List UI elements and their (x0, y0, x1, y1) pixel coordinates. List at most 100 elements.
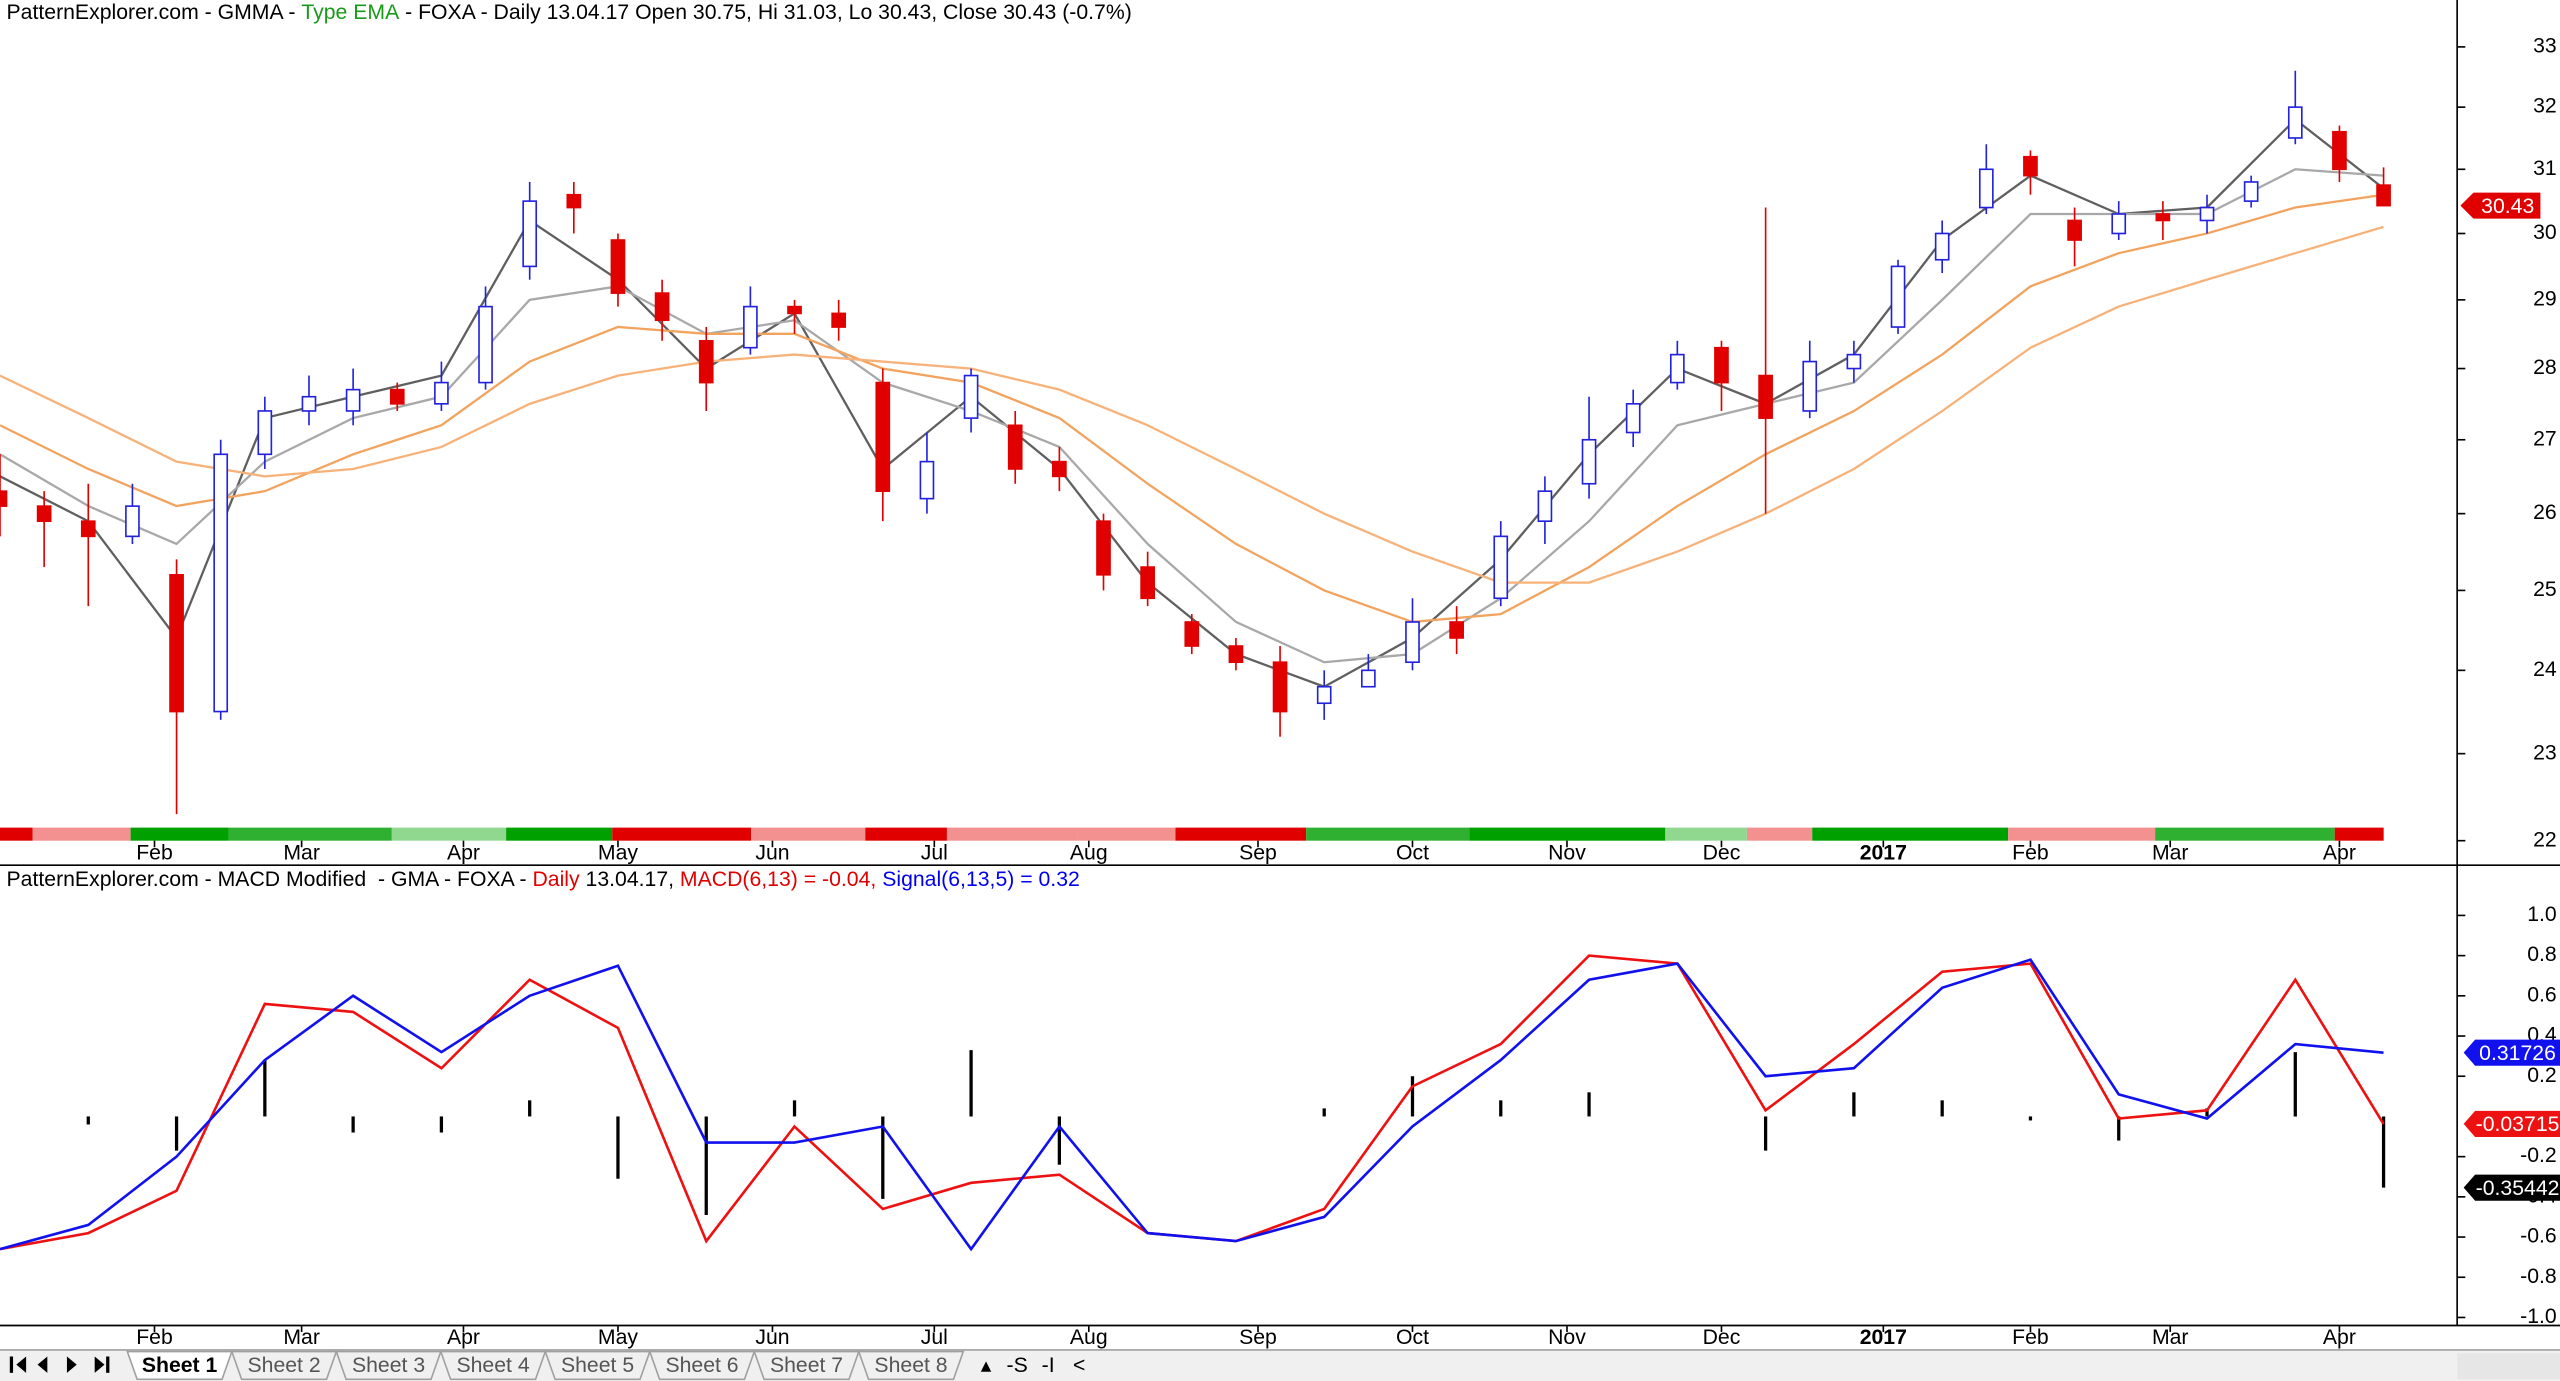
y-tick-label: 1.0 (2527, 903, 2557, 926)
chart-title: PatternExplorer.com - GMMA - Type EMA - … (7, 1, 1132, 24)
candle-body (169, 574, 184, 713)
candle-body (1361, 669, 1376, 688)
candle-body (2199, 206, 2215, 222)
candle-body (1537, 490, 1553, 522)
y-tick-label: 26 (2533, 501, 2557, 524)
last-value-box (2463, 1039, 2560, 1066)
y-tick-label: -0.2 (2520, 1144, 2557, 1167)
candle-body (1714, 346, 1729, 384)
candle-body (1846, 353, 1862, 370)
candle-body (1052, 460, 1067, 478)
x-tick-label: May (598, 1326, 638, 1349)
last-value-box (2463, 1174, 2560, 1201)
candle-body (257, 410, 273, 456)
y-tick-label: 31 (2533, 157, 2557, 180)
scrollbar[interactable] (2457, 1353, 2560, 1380)
candle-body (1934, 232, 1950, 261)
candle-body (36, 505, 52, 522)
candle-body (345, 388, 361, 412)
candle-body (2155, 213, 2171, 222)
tab-control[interactable]: ▴ (981, 1354, 992, 1377)
candle-body (1581, 438, 1597, 485)
x-tick-label: Dec (1703, 841, 1741, 864)
sheet-tab-label[interactable]: Sheet 5 (561, 1354, 634, 1377)
x-tick-label: May (598, 841, 638, 864)
x-tick-label: Feb (136, 1326, 173, 1349)
last-value-label: -0.35442 (2476, 1177, 2560, 1200)
x-tick-label: 2017 (1860, 841, 1907, 864)
candle-body (2067, 219, 2082, 241)
candle-body (2376, 184, 2391, 207)
candle-body (1669, 353, 1685, 384)
sheet-tab-label[interactable]: Sheet 6 (665, 1354, 738, 1377)
x-tick-label: 2017 (1860, 1326, 1907, 1349)
indicator-line (0, 958, 2384, 1252)
sheet-tab[interactable] (857, 1350, 965, 1381)
sheet-tab[interactable] (753, 1350, 860, 1381)
title-segment: - FOXA - Daily 13.04.17 Open 30.75, Hi 3… (399, 1, 1132, 24)
sheet-tab[interactable] (439, 1350, 547, 1381)
ribbon-line (0, 225, 2384, 584)
sheet-tab-label[interactable]: Sheet 3 (352, 1354, 425, 1377)
y-tick-label: 28 (2533, 356, 2557, 379)
y-tick-label: 29 (2533, 287, 2557, 310)
y-tick-label: -0.8 (2520, 1265, 2557, 1288)
y-tick-label: 22 (2533, 828, 2557, 851)
candle-body (1802, 360, 1818, 412)
x-tick-label: Apr (447, 841, 480, 864)
title-segment: Signal(6,13,5) = 0.32 (882, 867, 1080, 890)
trend-strip (0, 827, 2384, 841)
candle-body (831, 312, 847, 328)
candle-body (1449, 621, 1464, 639)
x-tick-label: Apr (2323, 1326, 2356, 1349)
candle-body (1272, 661, 1288, 713)
candle-body (654, 292, 670, 322)
sheet-tab-label[interactable]: Sheet 7 (770, 1354, 843, 1377)
candle-body (1758, 374, 1773, 419)
x-tick-label: Sep (1239, 1326, 1277, 1349)
sheet-tab-label[interactable]: Sheet 4 (456, 1354, 529, 1377)
sheet-tab[interactable] (126, 1350, 233, 1381)
candle-body (743, 305, 758, 349)
sheet-tab[interactable] (648, 1350, 756, 1381)
x-tick-label: Mar (2152, 1326, 2189, 1349)
sheet-tab[interactable] (335, 1350, 442, 1381)
candle-body (698, 339, 714, 384)
sheet-tab[interactable] (544, 1350, 651, 1381)
sheet-tab[interactable] (230, 1350, 338, 1381)
title-segment: Type EMA (301, 1, 400, 24)
sheet-tab-label[interactable]: Sheet 1 (142, 1354, 218, 1377)
candle-body (2332, 130, 2347, 171)
last-value-label: -0.03715 (2476, 1113, 2560, 1136)
x-tick-label: Mar (2152, 841, 2189, 864)
candle-body (787, 305, 802, 315)
title-segment: 13.04.17, (580, 867, 680, 890)
tab-control[interactable]: < (1073, 1354, 1085, 1377)
candle-body (1007, 424, 1023, 470)
y-tick-label: 23 (2533, 741, 2557, 764)
candle-body (1228, 645, 1244, 664)
tab-control[interactable]: -I (1042, 1354, 1055, 1377)
sheet-nav[interactable] (9, 1356, 110, 1373)
sheet-tab-label[interactable]: Sheet 8 (874, 1354, 947, 1377)
sheet-tab-label[interactable]: Sheet 2 (248, 1354, 321, 1377)
x-tick-label: Apr (447, 1326, 480, 1349)
x-tick-label: Mar (283, 841, 320, 864)
y-tick-label: 0.6 (2527, 983, 2557, 1006)
x-tick-label: Jun (755, 1326, 789, 1349)
candle-body (389, 388, 405, 405)
x-tick-label: Mar (283, 1326, 320, 1349)
title-segment: PatternExplorer.com - MACD Modified - GM… (7, 867, 533, 890)
candle-body (1978, 168, 1994, 209)
y-tick-label: -0.6 (2520, 1225, 2557, 1248)
candle-body (2287, 106, 2303, 139)
candle-body (213, 453, 229, 713)
chart-title: PatternExplorer.com - MACD Modified - GM… (7, 867, 1080, 890)
candle-body (1096, 520, 1111, 576)
candle-body (80, 520, 96, 538)
x-tick-label: Sep (1239, 841, 1277, 864)
tab-control[interactable]: -S (1007, 1354, 1028, 1377)
x-tick-label: Nov (1548, 841, 1586, 864)
last-value-box (2463, 1110, 2560, 1137)
